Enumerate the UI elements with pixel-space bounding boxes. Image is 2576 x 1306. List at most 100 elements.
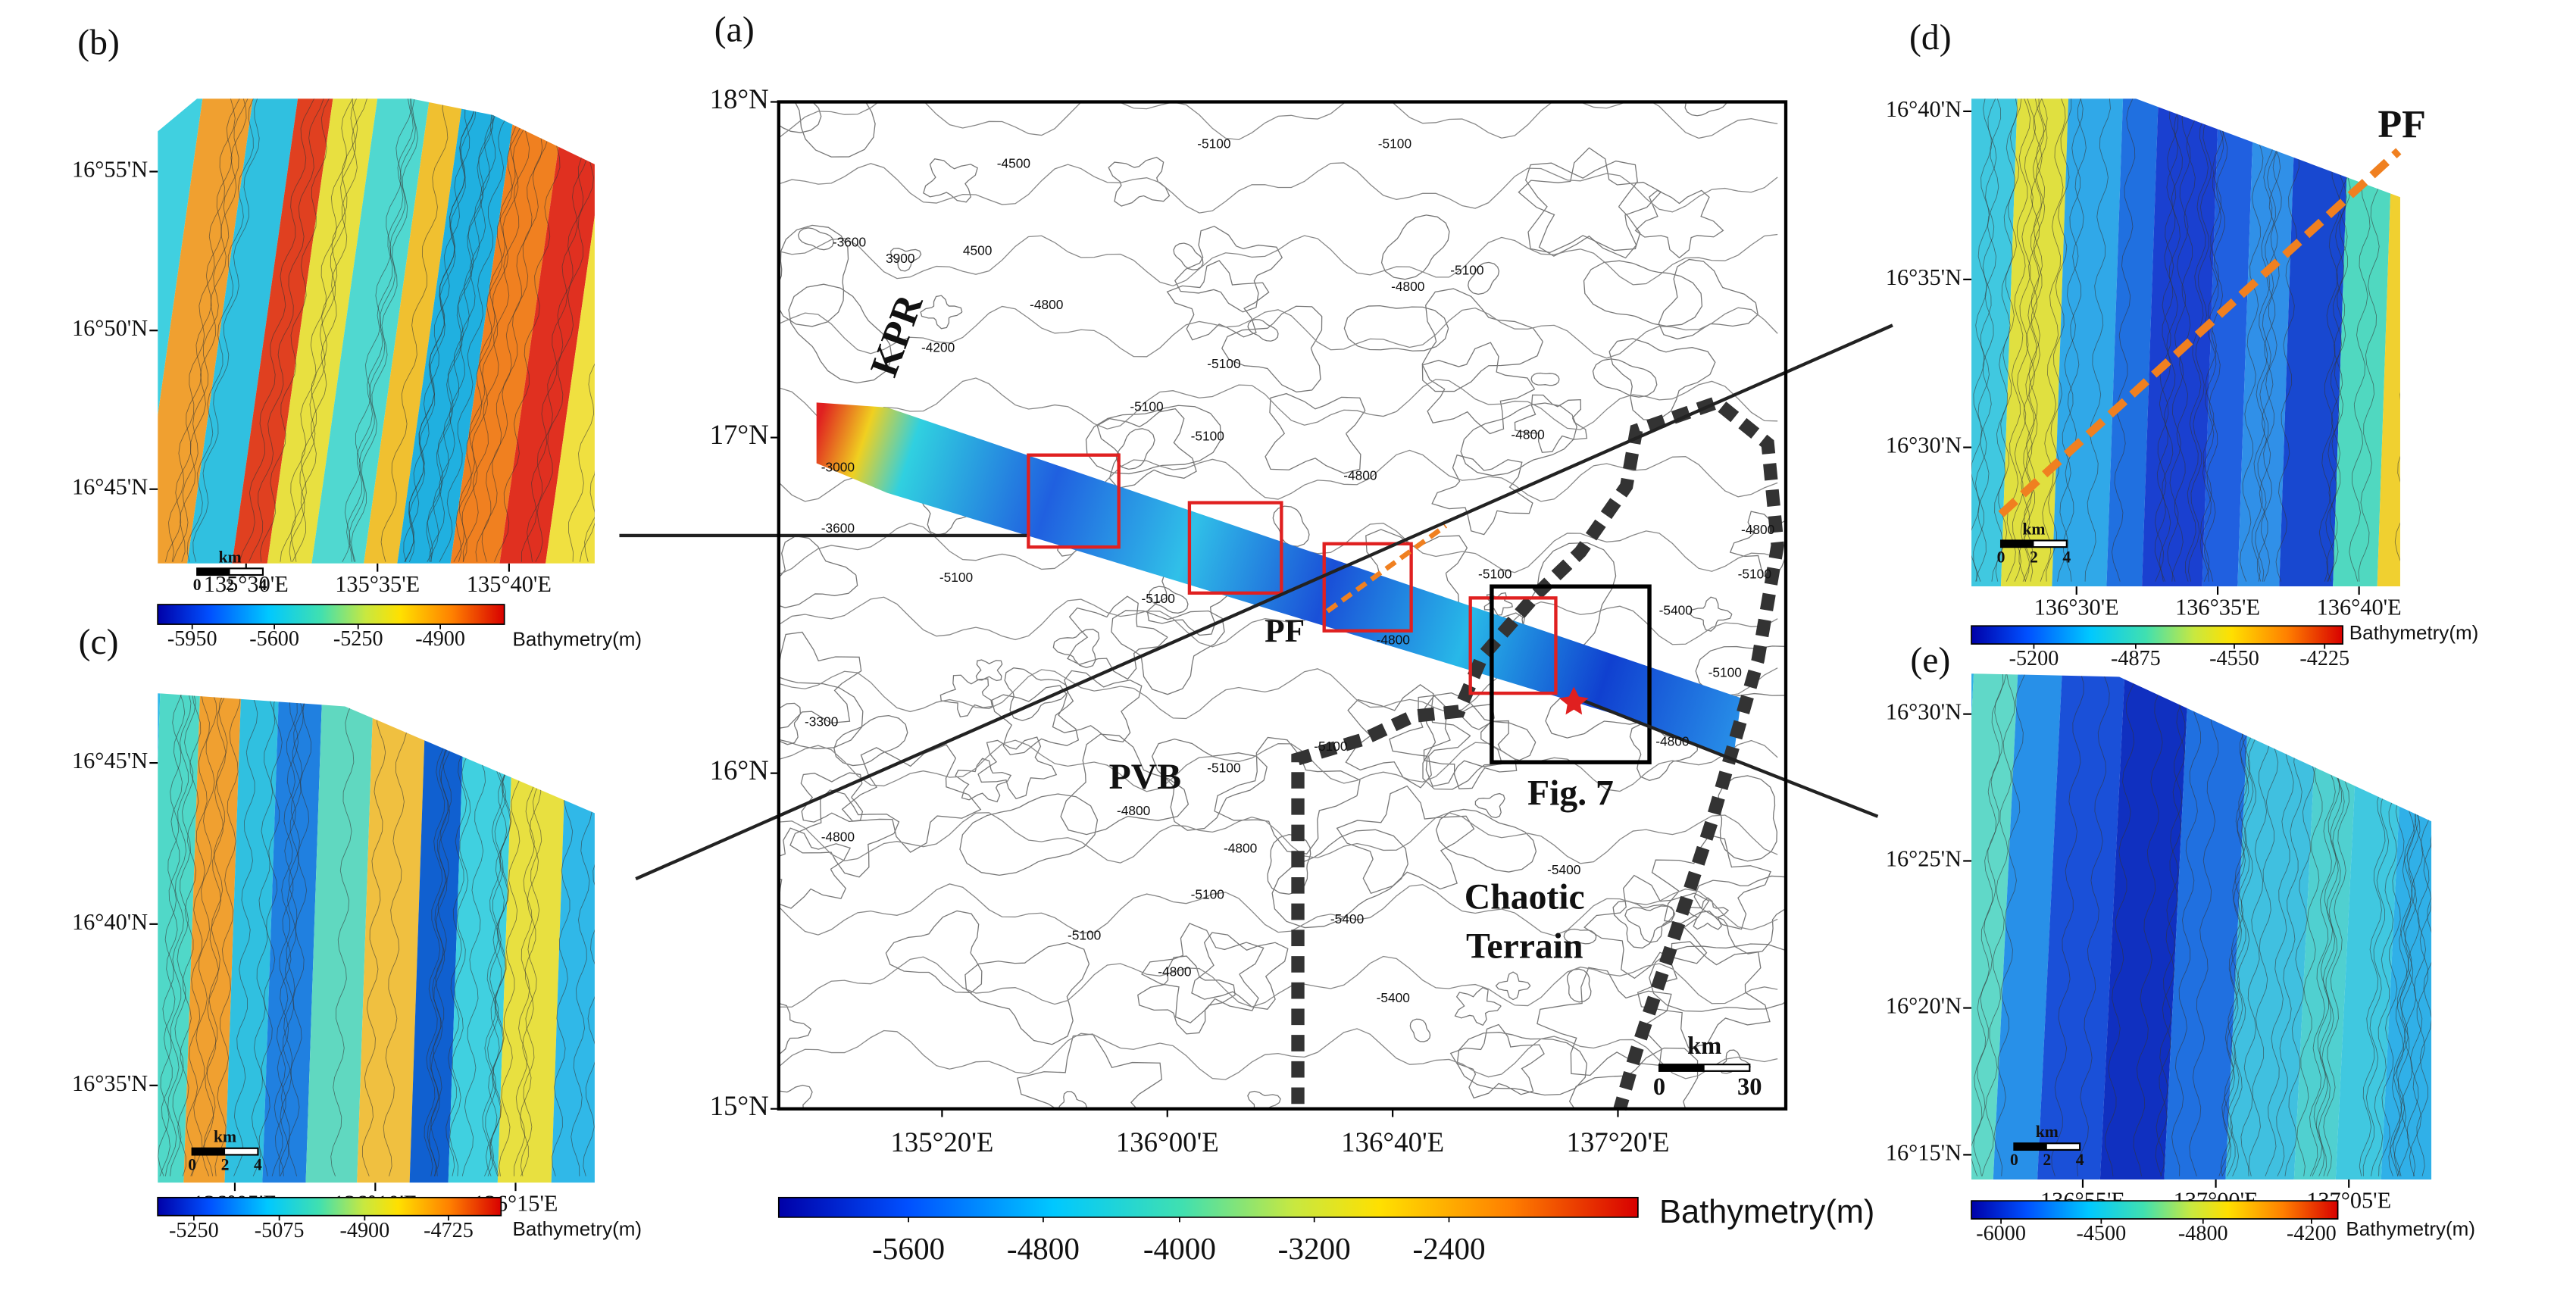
colorbar [777, 1196, 1639, 1218]
contour [778, 102, 822, 133]
contour [2051, 673, 2084, 1176]
contour [1060, 733, 1190, 836]
contour [1221, 305, 1323, 393]
contour [2024, 98, 2048, 582]
scale-tick-label: 4 [259, 576, 267, 594]
colorbar [1971, 1200, 2339, 1220]
contour [494, 98, 570, 562]
depth-band [305, 693, 374, 1183]
contour [778, 739, 1778, 792]
contour [975, 659, 1003, 682]
contour [2327, 98, 2353, 582]
colorbar-label: Bathymetry(m) [2346, 1217, 2475, 1240]
contour [186, 693, 210, 1176]
depth-band [2279, 98, 2349, 587]
contour [380, 98, 449, 562]
contour-label: -4800 [1117, 803, 1150, 818]
annotations: (a) 135°20'E 136°00'E 136°40'E 137°20'E 18°N 1… [72, 9, 2478, 1265]
contour [1421, 342, 1536, 435]
depth-band [1971, 673, 1974, 1179]
contour [461, 693, 489, 1176]
contour [1115, 428, 1155, 470]
contour [1151, 738, 1268, 831]
contour [2326, 98, 2352, 582]
contour [2218, 673, 2252, 1176]
contour [1148, 586, 1189, 614]
contour [1271, 829, 1408, 929]
contour [964, 942, 1090, 1045]
contour-label: -4800 [821, 830, 855, 845]
contour [2275, 98, 2301, 582]
map-frame [777, 100, 1788, 1111]
contour [778, 883, 1778, 936]
contour [1483, 592, 1513, 616]
y-tick-label: 16°50'N [72, 315, 148, 341]
contour [351, 98, 418, 562]
contour [2204, 98, 2228, 582]
scale-tick-label: 2 [2030, 548, 2038, 566]
contour [1649, 943, 1787, 1012]
contour [1096, 408, 1197, 489]
contour-label: 4500 [963, 242, 993, 258]
contour [788, 283, 893, 384]
contour [923, 158, 978, 203]
contour [778, 1084, 813, 1109]
depth-band [397, 98, 517, 564]
depth-band [2037, 673, 2125, 1179]
contour [1421, 288, 1543, 392]
scale-bar [192, 1148, 226, 1155]
contour [2240, 673, 2274, 1176]
y-tick-label: 17°N [710, 419, 769, 450]
contour [1174, 225, 1283, 313]
colorbar-tick-label: -2400 [1412, 1231, 1485, 1266]
depth-band [364, 98, 464, 564]
colorbar-label: Bathymetry(m) [513, 1217, 642, 1240]
depth-band [546, 98, 595, 564]
contour [890, 248, 922, 272]
depth-band [158, 693, 201, 1183]
scale-tick-label: 0 [1997, 548, 2005, 566]
red-box [1322, 542, 1413, 633]
depth-band [499, 98, 595, 564]
contour [920, 295, 963, 330]
contour [1085, 405, 1222, 475]
contour [2199, 98, 2224, 582]
contour [1583, 874, 1710, 980]
connector [635, 323, 1893, 881]
overlays [619, 148, 2402, 1111]
y-tick-label: 16°30'N [1886, 433, 1962, 458]
depth-band [187, 98, 299, 564]
contour-label: -5100 [1191, 886, 1224, 901]
contour [2022, 98, 2048, 582]
scale-tick-label: 30 [1737, 1073, 1762, 1101]
contour-label: -4800 [1655, 734, 1689, 749]
contour-label: -5100 [1207, 760, 1240, 775]
scale-bar [2001, 540, 2034, 548]
contour [453, 98, 527, 562]
contour [1460, 402, 1577, 476]
scale-unit: km [219, 548, 242, 566]
contour [204, 693, 228, 1176]
contour [430, 693, 455, 1176]
contour-label: -4800 [1030, 297, 1063, 312]
y-tick-label: 16°30'N [1886, 699, 1962, 725]
contour-label: -5100 [939, 570, 973, 585]
contour [580, 98, 595, 562]
contour [778, 162, 1778, 214]
contour [1067, 595, 1168, 680]
contour-label: -4800 [1741, 522, 1774, 537]
contour [288, 693, 312, 1176]
contour [290, 98, 358, 562]
x-tick-label: 136°30'E [2034, 595, 2119, 620]
scale-bar [197, 568, 230, 576]
contour [2156, 673, 2186, 1176]
contour [169, 693, 196, 1176]
scale-unit: km [1687, 1033, 1721, 1060]
contour [778, 955, 1778, 1008]
contour [2084, 98, 2111, 582]
contour [1409, 1018, 1431, 1042]
contour [991, 685, 1080, 755]
y-tick-label: 15°N [710, 1090, 769, 1121]
depth-band [2423, 98, 2503, 586]
